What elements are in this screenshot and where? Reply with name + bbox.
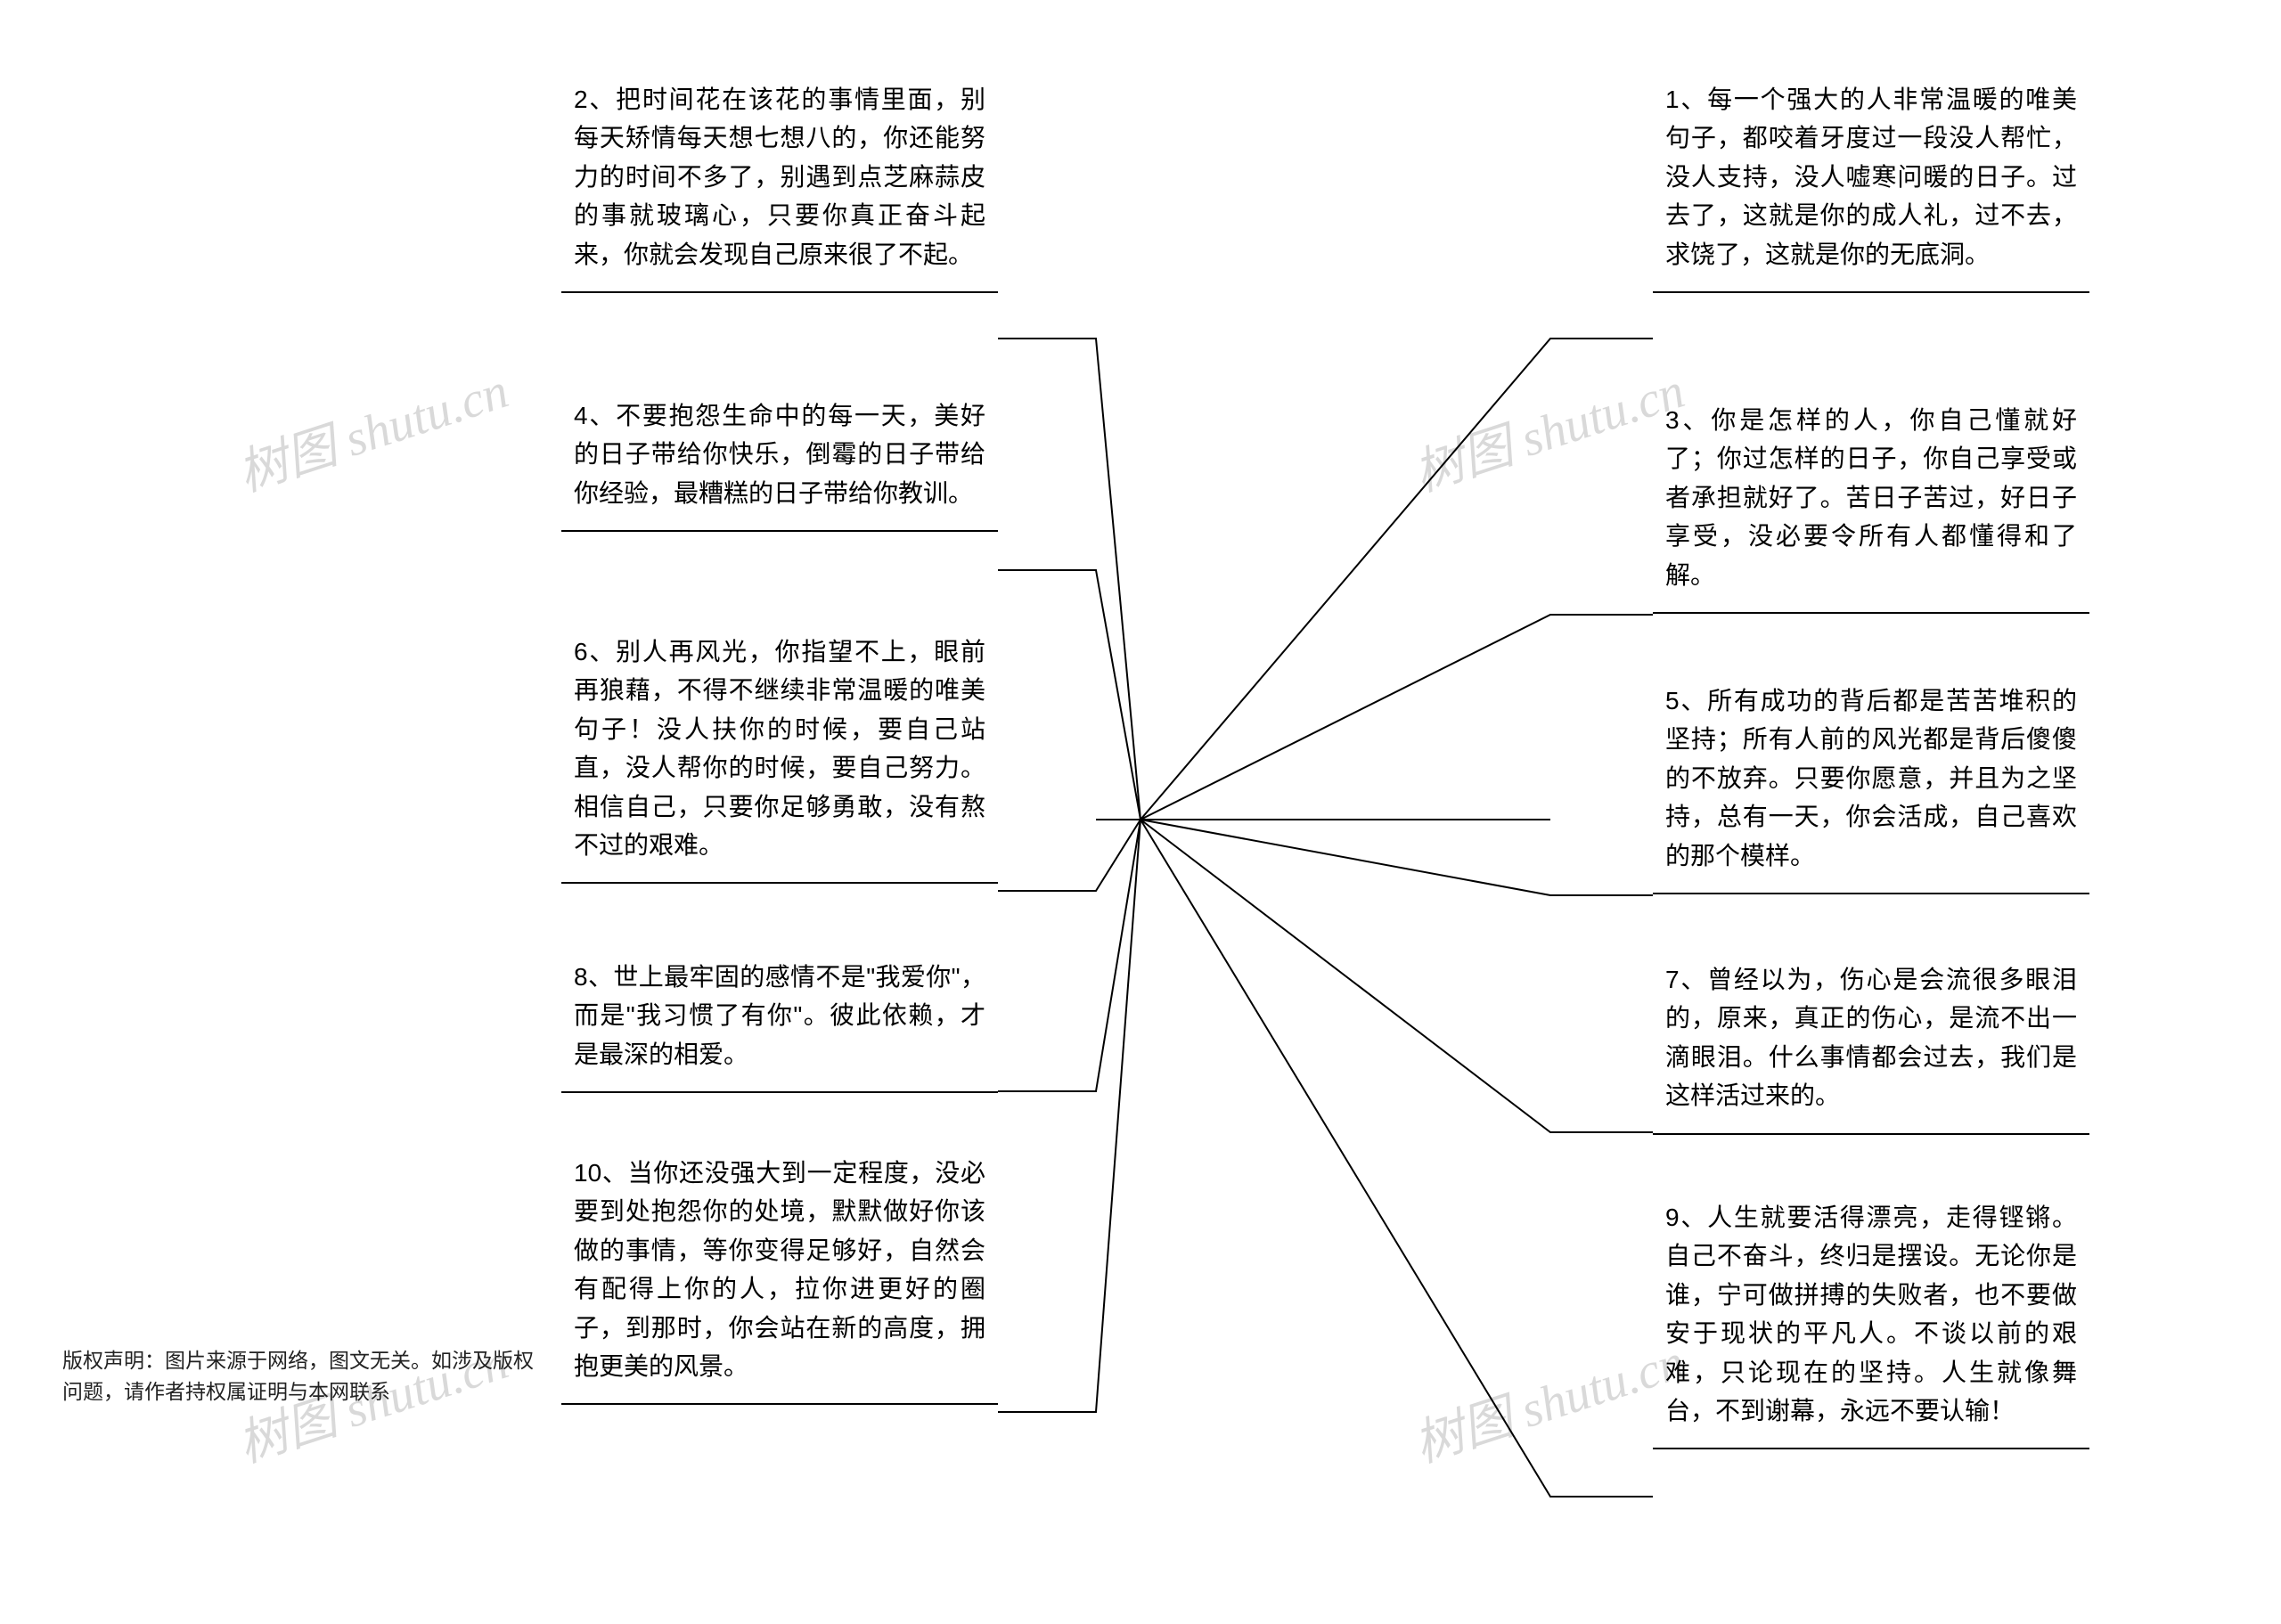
mindmap-node-left-4: 10、当你还没强大到一定程度，没必要到处抱怨你的处境，默默做好你该做的事情，等你… [561, 1145, 998, 1405]
mindmap-node-left-3: 8、世上最牢固的感情不是"我爱你"，而是"我习惯了有你"。彼此依赖，才是最深的相… [561, 949, 998, 1093]
node-text: 1、每一个强大的人非常温暖的唯美句子，都咬着牙度过一段没人帮忙，没人支持，没人嘘… [1665, 80, 2077, 273]
node-text: 8、世上最牢固的感情不是"我爱你"，而是"我习惯了有你"。彼此依赖，才是最深的相… [574, 958, 985, 1073]
node-text: 6、别人再风光，你指望不上，眼前再狼藉，不得不继续非常温暖的唯美句子！没人扶你的… [574, 632, 985, 864]
mindmap-node-left-1: 4、不要抱怨生命中的每一天，美好的日子带给你快乐，倒霉的日子带给你经验，最糟糕的… [561, 388, 998, 532]
node-text: 2、把时间花在该花的事情里面，别每天矫情每天想七想八的，你还能努力的时间不多了，… [574, 80, 985, 273]
mindmap-node-left-0: 2、把时间花在该花的事情里面，别每天矫情每天想七想八的，你还能努力的时间不多了，… [561, 71, 998, 293]
mindmap-node-left-2: 6、别人再风光，你指望不上，眼前再狼藉，不得不继续非常温暖的唯美句子！没人扶你的… [561, 624, 998, 884]
node-text: 4、不要抱怨生命中的每一天，美好的日子带给你快乐，倒霉的日子带给你经验，最糟糕的… [574, 396, 985, 512]
node-text: 3、你是怎样的人，你自己懂就好了；你过怎样的日子，你自己享受或者承担就好了。苦日… [1665, 401, 2077, 594]
node-text: 5、所有成功的背后都是苦苦堆积的坚持；所有人前的风光都是背后傻傻的不放弃。只要你… [1665, 681, 2077, 875]
mindmap-node-right-0: 1、每一个强大的人非常温暖的唯美句子，都咬着牙度过一段没人帮忙，没人支持，没人嘘… [1653, 71, 2089, 293]
node-text: 7、曾经以为，伤心是会流很多眼泪的，原来，真正的伤心，是流不出一滴眼泪。什么事情… [1665, 960, 2077, 1115]
node-text: 9、人生就要活得漂亮，走得铿锵。自己不奋斗，终归是摆设。无论你是谁，宁可做拼搏的… [1665, 1198, 2077, 1430]
node-text: 10、当你还没强大到一定程度，没必要到处抱怨你的处境，默默做好你该做的事情，等你… [574, 1154, 985, 1385]
mindmap-node-right-4: 9、人生就要活得漂亮，走得铿锵。自己不奋斗，终归是摆设。无论你是谁，宁可做拼搏的… [1653, 1189, 2089, 1449]
mindmap-node-right-2: 5、所有成功的背后都是苦苦堆积的坚持；所有人前的风光都是背后傻傻的不放弃。只要你… [1653, 673, 2089, 894]
mindmap-node-right-1: 3、你是怎样的人，你自己懂就好了；你过怎样的日子，你自己享受或者承担就好了。苦日… [1653, 392, 2089, 614]
copyright-notice: 版权声明：图片来源于网络，图文无关。如涉及版权问题，请作者持权属证明与本网联系 [62, 1345, 544, 1407]
copyright-text: 版权声明：图片来源于网络，图文无关。如涉及版权问题，请作者持权属证明与本网联系 [62, 1349, 534, 1403]
mindmap-node-right-3: 7、曾经以为，伤心是会流很多眼泪的，原来，真正的伤心，是流不出一滴眼泪。什么事情… [1653, 951, 2089, 1135]
